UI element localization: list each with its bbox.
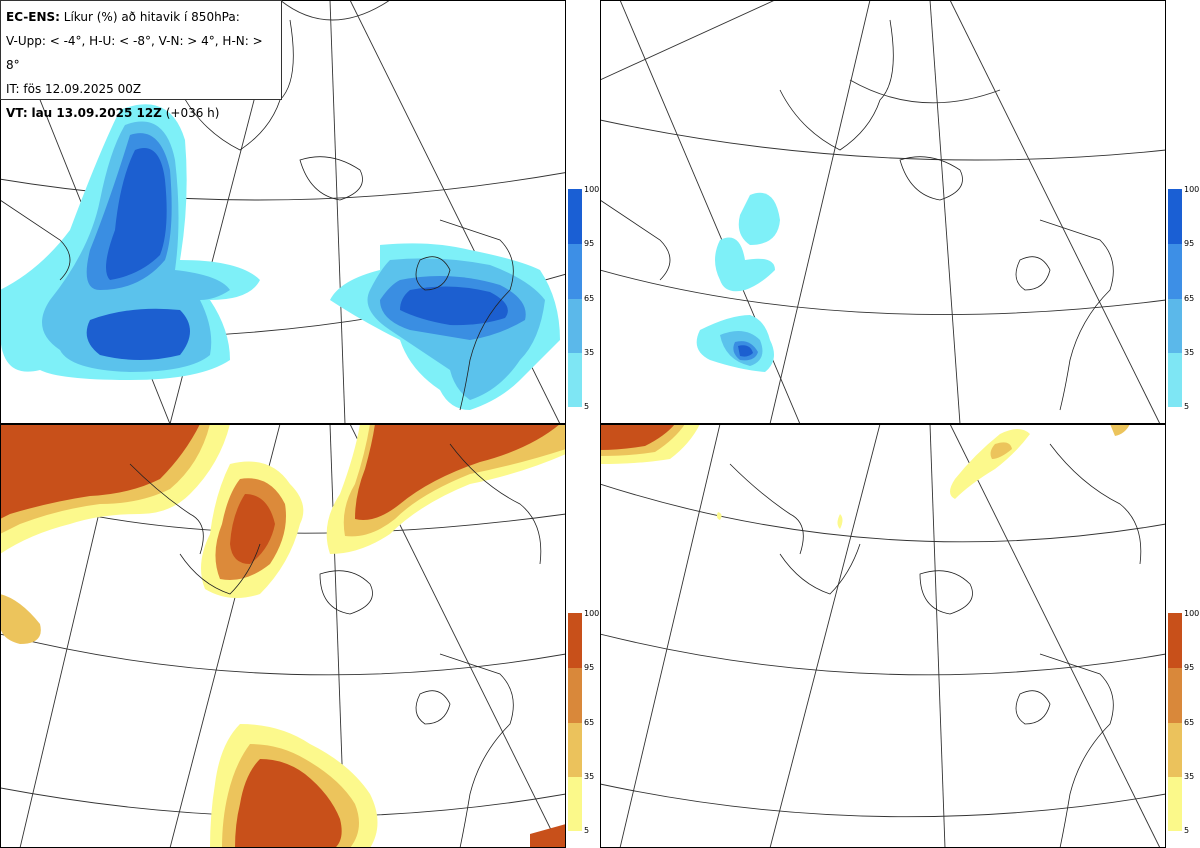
- cold-prob-field: [0, 104, 560, 410]
- warm-prob-field: [0, 424, 566, 848]
- coastlines: [0, 19, 514, 411]
- legend-segment: [1168, 668, 1182, 723]
- legend-tick: 100: [584, 609, 600, 618]
- lead-time: (+036 h): [165, 106, 220, 120]
- map-canvas-upper-left: [0, 0, 566, 424]
- legend-tick: 100: [584, 185, 600, 194]
- map-panel-lower-left: [0, 424, 566, 848]
- legend-tick: 100: [1184, 609, 1200, 618]
- coastlines: [129, 443, 542, 848]
- legend-segment: [568, 777, 582, 831]
- coastlines: [729, 443, 1142, 848]
- legend-segment: [1168, 613, 1182, 668]
- legend-cold-upper-left: 100 95 65 35 5: [568, 186, 599, 411]
- legend-tick: 5: [584, 826, 590, 835]
- legend-tick: 65: [1184, 294, 1195, 303]
- map-canvas-lower-left: [0, 424, 566, 848]
- init-time-line: IT: fös 12.09.2025 00Z: [6, 82, 142, 96]
- legend-tick: 95: [584, 239, 595, 248]
- map-canvas-lower-right: [600, 424, 1166, 848]
- legend-tick: 35: [584, 348, 595, 357]
- graticule: [600, 0, 1166, 424]
- product-title: Líkur (%) að hitavik í 850hPa:: [63, 10, 240, 24]
- legend-segment: [568, 723, 582, 777]
- legend-tick: 100: [1184, 185, 1200, 194]
- legend-warm-lower-right: 100 95 65 35 5: [1168, 610, 1199, 835]
- title-line: EC-ENS: Líkur (%) að hitavik í 850hPa:: [6, 5, 276, 29]
- valid-label: VT:: [6, 106, 28, 120]
- cold-prob-field: [696, 192, 780, 372]
- legend-segment: [1168, 299, 1182, 353]
- thresholds-line: V-Upp: < -4°, H-U: < -8°, V-N: > 4°, H-N…: [6, 34, 263, 72]
- legend-segment: [1168, 189, 1182, 244]
- legend-segment: [568, 668, 582, 723]
- map-panel-upper-left: [0, 0, 566, 424]
- legend-tick: 65: [584, 718, 595, 727]
- legend-tick: 95: [584, 663, 595, 672]
- map-canvas-upper-right: [600, 0, 1166, 424]
- valid-time: lau 13.09.2025 12Z: [31, 106, 162, 120]
- legend-tick: 35: [584, 772, 595, 781]
- valid-time-line: VT: lau 13.09.2025 12Z (+036 h): [6, 101, 276, 125]
- legend-segment: [1168, 723, 1182, 777]
- coastlines: [600, 19, 1114, 411]
- graticule: [600, 424, 1166, 848]
- forecast-info-box: EC-ENS: Líkur (%) að hitavik í 850hPa: V…: [0, 0, 282, 120]
- legend-tick: 65: [584, 294, 595, 303]
- legend-tick: 95: [1184, 239, 1195, 248]
- legend-tick: 95: [1184, 663, 1195, 672]
- legend-warm-lower-left: 100 95 65 35 5: [568, 610, 599, 835]
- legend-segment: [1168, 244, 1182, 299]
- legend-segment: [568, 244, 582, 299]
- legend-tick: 5: [1184, 826, 1190, 835]
- map-panel-lower-right: [600, 424, 1166, 848]
- legend-segment: [568, 353, 582, 407]
- legend-tick: 5: [1184, 402, 1190, 411]
- map-panel-upper-right: [600, 0, 1166, 424]
- legend-segment: [1168, 353, 1182, 407]
- legend-segment: [568, 613, 582, 668]
- legend-tick: 5: [584, 402, 590, 411]
- legend-segment: [568, 299, 582, 353]
- legend-tick: 35: [1184, 772, 1195, 781]
- legend-segment: [1168, 777, 1182, 831]
- legend-cold-upper-right: 100 95 65 35 5: [1168, 186, 1199, 411]
- legend-tick: 65: [1184, 718, 1195, 727]
- warm-prob-field: [600, 424, 1130, 529]
- legend-segment: [568, 189, 582, 244]
- model-name: EC-ENS:: [6, 10, 60, 24]
- legend-tick: 35: [1184, 348, 1195, 357]
